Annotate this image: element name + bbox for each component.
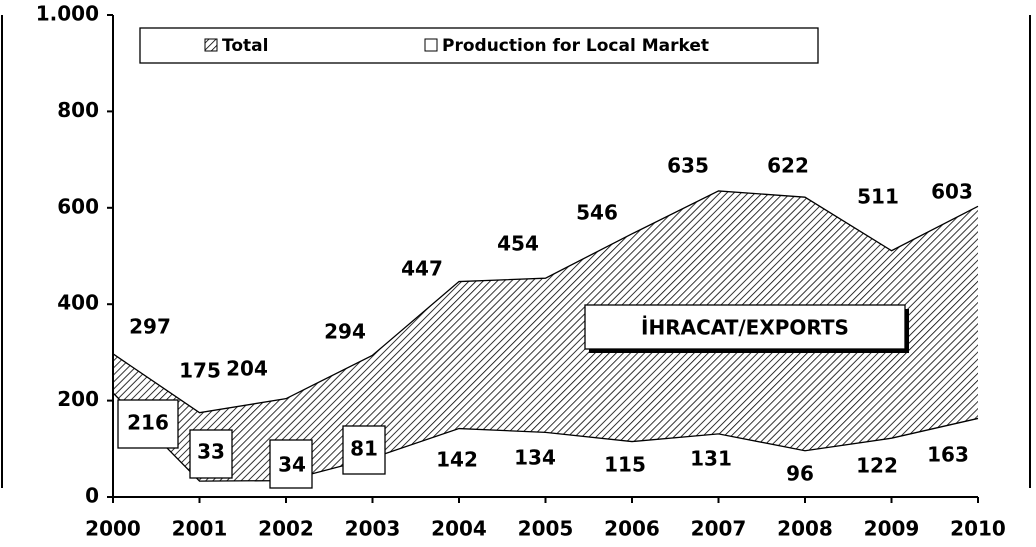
legend-swatch xyxy=(424,38,438,52)
data-label: 142 xyxy=(436,448,478,472)
data-label: 163 xyxy=(927,443,969,467)
data-label: 122 xyxy=(856,454,898,478)
data-label: 33 xyxy=(197,440,225,464)
data-label: 134 xyxy=(514,446,556,470)
legend-label: Production for Local Market xyxy=(442,36,709,56)
data-label: 603 xyxy=(931,180,973,204)
area-line xyxy=(112,392,979,482)
data-label: 447 xyxy=(401,257,443,281)
area-line xyxy=(112,190,979,414)
y-tick-label: 1.000 xyxy=(36,2,99,26)
x-tick-label: 2003 xyxy=(345,517,401,541)
area-fill xyxy=(113,392,978,497)
data-label: 204 xyxy=(226,357,268,381)
y-tick-label: 800 xyxy=(57,98,99,122)
data-label-box xyxy=(117,399,179,449)
legend-box xyxy=(139,27,819,64)
x-tick-label: 2010 xyxy=(950,517,1006,541)
data-label: 131 xyxy=(690,447,732,471)
data-label-box xyxy=(342,425,386,475)
data-label: 115 xyxy=(604,453,646,477)
data-label: 297 xyxy=(129,315,171,339)
data-label: 96 xyxy=(786,462,814,486)
x-tick-label: 2008 xyxy=(777,517,833,541)
data-label: 511 xyxy=(857,185,899,209)
x-tick-label: 2000 xyxy=(85,517,141,541)
annotation: İHRACAT/EXPORTS xyxy=(641,316,849,340)
x-tick-label: 2001 xyxy=(172,517,228,541)
area-fill xyxy=(113,190,978,497)
x-tick-label: 2002 xyxy=(258,517,314,541)
data-label: 34 xyxy=(278,453,306,477)
legend-label: Total xyxy=(222,36,268,56)
data-label: 622 xyxy=(767,154,809,178)
x-tick-label: 2004 xyxy=(431,517,487,541)
x-tick-label: 2007 xyxy=(691,517,747,541)
data-label: 454 xyxy=(497,232,539,256)
x-tick-label: 2006 xyxy=(604,517,660,541)
data-label-box xyxy=(269,439,313,489)
x-tick-label: 2005 xyxy=(518,517,574,541)
x-tick-label: 2009 xyxy=(864,517,920,541)
y-tick-label: 0 xyxy=(85,484,99,508)
y-tick-label: 400 xyxy=(57,291,99,315)
data-label: 175 xyxy=(179,359,221,383)
data-label: 294 xyxy=(324,320,366,344)
y-tick-label: 200 xyxy=(57,387,99,411)
legend-swatch xyxy=(204,38,218,52)
data-label-box xyxy=(189,429,233,479)
data-label: 81 xyxy=(350,437,378,461)
data-label: 635 xyxy=(667,154,709,178)
data-label: 216 xyxy=(127,411,169,435)
data-label: 546 xyxy=(576,201,618,225)
annotation-box xyxy=(584,304,906,350)
y-tick-label: 600 xyxy=(57,194,99,218)
